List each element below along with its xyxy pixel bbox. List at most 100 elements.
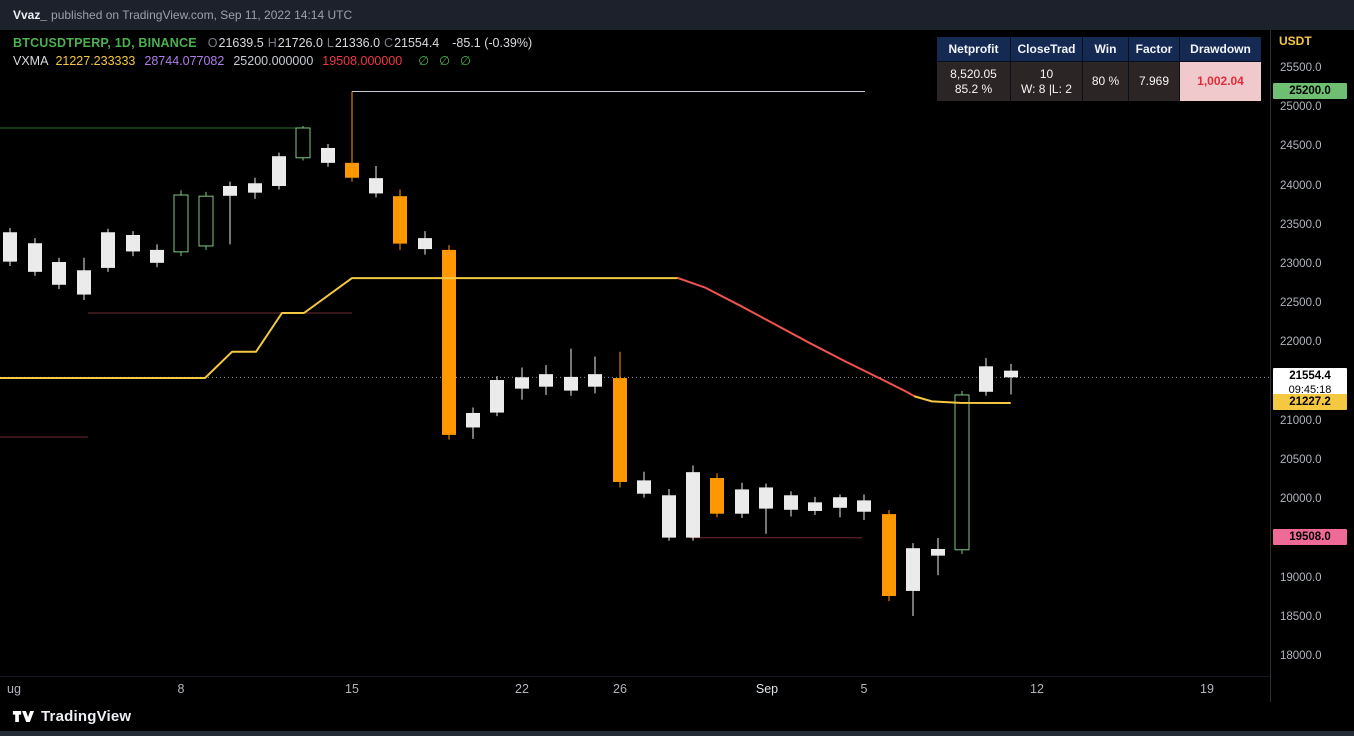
candle [101, 228, 115, 272]
stats-header-cell: Netprofit [937, 37, 1010, 62]
axis-tick: 20500.0 [1280, 454, 1322, 466]
axis-tick: 18000.0 [1280, 650, 1322, 662]
price-change: -85.1 (-0.39%) [452, 36, 533, 50]
timeline-label: 19 [1200, 682, 1214, 696]
candle [686, 465, 700, 541]
candle [295, 126, 311, 161]
axis-tick: 23500.0 [1280, 218, 1322, 231]
axis-badge: 25200.0 [1273, 83, 1347, 100]
tradingview-brand[interactable]: TradingView [41, 708, 132, 725]
indicator-value: 28744.077082 [144, 54, 225, 68]
candle [931, 538, 945, 576]
candle [3, 227, 17, 266]
candle [198, 191, 214, 250]
candle [539, 365, 553, 395]
candle [442, 245, 456, 440]
price-axis[interactable]: USDT 25500.0 25000.0 24500.0 24000.0 23500.0… [1270, 30, 1354, 702]
indicator-name[interactable]: VXMA [13, 54, 49, 68]
vxma-line [914, 395, 1011, 405]
candle [637, 471, 651, 498]
ohlc-key: L [326, 36, 334, 50]
ohlc-values: O 21639.5 H 21726.0 L 21336.0 C 21554.4 [204, 34, 440, 52]
timeline-label: 12 [1030, 682, 1044, 696]
tradingview-logo-icon[interactable] [12, 708, 34, 725]
stats-value-cell: 8,520.05 85.2 % [937, 62, 1010, 101]
stats-column: CloseTrad 10 W: 8 |L: 2 [1011, 37, 1083, 101]
time-axis[interactable]: ug 8 15 22 26 Sep 5 12 19 [0, 676, 1270, 703]
timeline-label: 8 [177, 682, 185, 696]
axis-currency-label: USDT [1279, 34, 1312, 48]
indicator-legend-row: VXMA 21227.233333 28744.077082 25200.00000… [13, 52, 532, 70]
indicator-empty-value: ∅ [418, 54, 430, 68]
candle [223, 181, 237, 245]
candle [857, 494, 871, 520]
stats-column: Factor 7.969 [1129, 37, 1180, 101]
stats-header-cell: CloseTrad [1011, 37, 1082, 62]
axis-tick: 23000.0 [1280, 258, 1322, 270]
timeline-label: Sep [755, 682, 779, 696]
indicator-empty-value: ∅ [439, 54, 451, 68]
ohlc-key: H [267, 36, 277, 50]
axis-tick: 24500.0 [1280, 140, 1322, 153]
candle [321, 144, 335, 167]
candle [710, 473, 724, 518]
axis-tick: 24000.0 [1280, 179, 1322, 192]
symbol-title[interactable]: BTCUSDTPERP, 1D, BINANCE [13, 36, 197, 50]
publish-text: published on TradingView.com, Sep 11, 20… [51, 8, 353, 22]
ohlc-key: C [384, 36, 394, 50]
ohlc-key: O [207, 36, 218, 50]
candle [393, 189, 407, 250]
axis-badge: 21554.4 09:45:18 [1273, 368, 1347, 399]
candle [515, 367, 529, 400]
candle [954, 391, 970, 555]
candle [564, 348, 578, 396]
axis-tick: 25000.0 [1280, 101, 1322, 114]
stats-header-cell: Win [1083, 37, 1128, 62]
candle [150, 244, 164, 268]
timeline-label: 22 [515, 682, 529, 696]
timeline-label: 26 [613, 682, 627, 696]
candle [272, 152, 286, 190]
stats-value-cell: 10 W: 8 |L: 2 [1011, 62, 1082, 101]
candle [77, 257, 91, 301]
price-chart-canvas[interactable] [0, 30, 1270, 676]
indicator-value: 21227.233333 [55, 54, 136, 68]
indicator-value: 25200.000000 [233, 54, 314, 68]
candle [345, 91, 359, 182]
axis-badge: 21227.2 [1273, 394, 1347, 411]
stats-value-cell: 1,002.04 [1180, 62, 1261, 101]
vxma-line [0, 277, 679, 379]
candle [490, 376, 504, 417]
publish-bar: Vvaz_ published on TradingView.com, Sep … [0, 0, 1354, 30]
footer-bar: TradingView [0, 702, 1354, 731]
stats-header-cell: Factor [1129, 37, 1179, 62]
ohlc-value: 21726.0 [277, 36, 323, 50]
candle [808, 496, 822, 515]
indicator-values: 21227.233333 28744.077082 25200.000000 1950… [55, 52, 411, 70]
candle [173, 190, 189, 257]
stats-column: Win 80 % [1083, 37, 1129, 101]
vxma-line [677, 277, 916, 398]
axis-tick: 21000.0 [1280, 414, 1322, 427]
stats-value-cell: 7.969 [1129, 62, 1179, 101]
bottom-strip [0, 731, 1354, 736]
author-name[interactable]: Vvaz_ [13, 8, 48, 22]
timeline-label: 15 [345, 682, 359, 696]
candle [466, 407, 480, 439]
candle [1004, 363, 1018, 395]
symbol-legend-row: BTCUSDTPERP, 1D, BINANCE O 21639.5 H 21726.… [13, 34, 532, 52]
timeline-label: 5 [860, 682, 868, 696]
candle [662, 489, 676, 541]
candle [613, 351, 627, 488]
axis-tick: 20000.0 [1280, 493, 1322, 506]
axis-tick: 22500.0 [1280, 297, 1322, 310]
candle [369, 166, 383, 198]
timeline-label: ug [7, 682, 21, 696]
indicator-empty-values: ∅ ∅ ∅ [418, 52, 481, 70]
candle [588, 356, 602, 394]
candle [52, 257, 66, 290]
candle [126, 231, 140, 257]
indicator-empty-value: ∅ [460, 54, 471, 68]
stats-value-cell: 80 % [1083, 62, 1128, 101]
